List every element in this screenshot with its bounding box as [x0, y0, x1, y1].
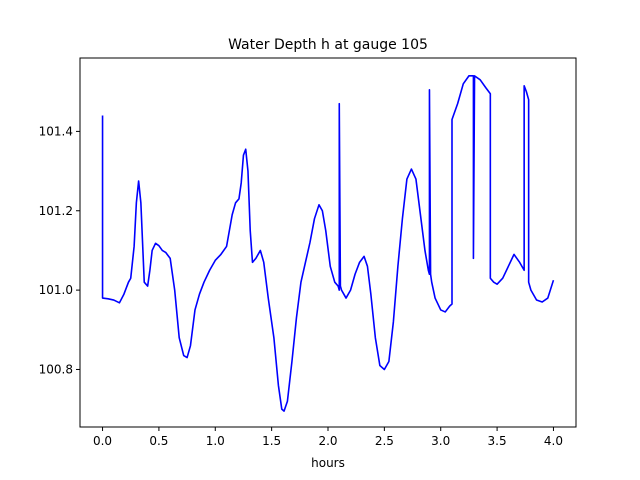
x-axis-label: hours: [311, 456, 345, 470]
x-tick-label: 1.0: [206, 434, 225, 448]
x-tick-label: 2.0: [318, 434, 337, 448]
y-tick-label: 100.8: [39, 362, 73, 376]
x-tick-label: 3.0: [431, 434, 450, 448]
x-axis: 0.0 0.5 1.0 1.5 2.0 2.5 3.0 3.5 4.0: [93, 427, 563, 448]
x-tick-label: 4.0: [544, 434, 563, 448]
x-tick-label: 3.5: [488, 434, 507, 448]
chart-title: Water Depth h at gauge 105: [228, 37, 428, 53]
x-tick-label: 2.5: [375, 434, 394, 448]
x-tick-label: 0.0: [93, 434, 112, 448]
series-line-water-depth: [101, 75, 555, 412]
x-tick-label: 1.5: [262, 434, 281, 448]
y-axis: 100.8 101.0 101.2 101.4: [39, 124, 80, 376]
y-tick-label: 101.0: [39, 283, 73, 297]
x-tick-label: 0.5: [149, 434, 168, 448]
y-tick-label: 101.2: [39, 204, 73, 218]
plot-area: [79, 57, 577, 428]
y-tick-label: 101.4: [39, 124, 73, 138]
